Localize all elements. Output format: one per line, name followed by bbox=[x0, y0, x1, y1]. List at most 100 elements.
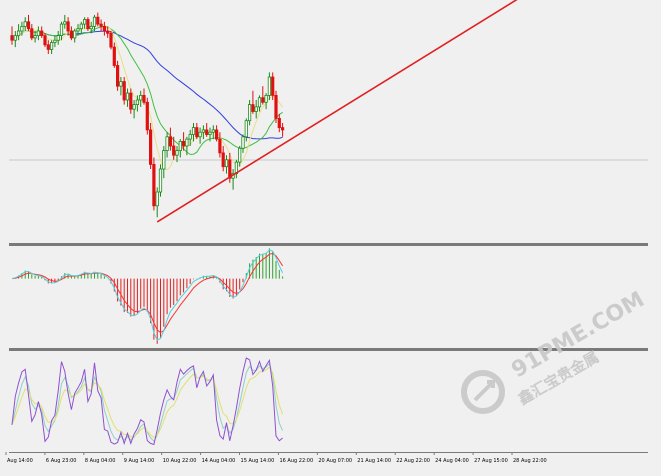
x-axis: Aug 14:00 6 Aug 23:00 8 Aug 04:00 9 Aug 14:… bbox=[5, 452, 547, 464]
candle bbox=[274, 90, 278, 123]
candle bbox=[224, 155, 229, 174]
candle bbox=[205, 123, 209, 137]
candle bbox=[280, 123, 285, 137]
candle bbox=[66, 17, 70, 36]
candle bbox=[155, 187, 159, 218]
candle bbox=[244, 118, 248, 142]
candle bbox=[221, 146, 225, 172]
candle bbox=[162, 146, 166, 179]
x-tick-label: Aug 14:00 bbox=[7, 458, 33, 464]
candle bbox=[172, 136, 176, 160]
candlesticks bbox=[10, 12, 285, 218]
x-tick-label: 10 Aug 22:00 bbox=[163, 458, 197, 464]
candle bbox=[53, 35, 57, 48]
stochastic-d-line bbox=[11, 362, 284, 443]
price-panel bbox=[9, 0, 648, 223]
panel-separator-1[interactable] bbox=[9, 243, 648, 246]
candle bbox=[251, 90, 255, 114]
candle bbox=[122, 77, 126, 105]
candle bbox=[218, 132, 222, 158]
candle bbox=[76, 24, 80, 36]
x-tick-label: 16 Aug 22:00 bbox=[279, 458, 313, 464]
candle bbox=[125, 88, 130, 107]
stochastic-k-line bbox=[11, 357, 283, 446]
candle bbox=[59, 21, 64, 41]
x-tick-label: 6 Aug 23:00 bbox=[46, 458, 77, 464]
x-tick-label: 28 Aug 22:00 bbox=[513, 458, 547, 464]
candle bbox=[185, 136, 189, 156]
candle bbox=[254, 100, 258, 119]
x-tick-label: 24 Aug 04:00 bbox=[435, 458, 469, 464]
candle bbox=[277, 113, 281, 133]
candle bbox=[208, 127, 212, 142]
candle bbox=[267, 72, 272, 100]
candle bbox=[102, 21, 106, 36]
candle bbox=[16, 24, 21, 41]
candle bbox=[211, 125, 215, 140]
candle bbox=[175, 146, 179, 163]
stochastic-panel bbox=[11, 357, 284, 446]
candle bbox=[271, 72, 275, 100]
x-tick-label: 15 Aug 14:00 bbox=[241, 458, 275, 464]
support-trend-line[interactable] bbox=[156, 0, 648, 223]
candle bbox=[56, 31, 60, 45]
candle bbox=[178, 139, 182, 158]
candle bbox=[116, 60, 120, 91]
candle bbox=[112, 42, 116, 68]
candle bbox=[43, 33, 47, 48]
candle bbox=[132, 100, 136, 119]
candle bbox=[73, 28, 77, 43]
candle bbox=[86, 17, 90, 31]
x-tick-label: 20 Aug 07:00 bbox=[318, 458, 352, 464]
candle bbox=[188, 129, 192, 146]
candle bbox=[40, 26, 44, 38]
candle bbox=[10, 26, 14, 45]
x-tick-label: 21 Aug 14:00 bbox=[357, 458, 391, 464]
watermark-logo bbox=[461, 370, 505, 414]
macd-panel bbox=[11, 248, 284, 344]
candle bbox=[152, 157, 156, 211]
candle bbox=[247, 100, 252, 126]
candle bbox=[129, 88, 133, 114]
x-tick-label: 14 Aug 04:00 bbox=[202, 458, 236, 464]
candle bbox=[198, 127, 202, 144]
candle bbox=[214, 125, 219, 142]
bottom-axis-line bbox=[9, 452, 648, 453]
candle bbox=[135, 95, 139, 112]
candle bbox=[83, 17, 87, 29]
candle bbox=[257, 95, 262, 112]
x-tick-label: 8 Aug 04:00 bbox=[85, 458, 116, 464]
candle bbox=[46, 40, 50, 54]
candle bbox=[181, 132, 186, 151]
candle bbox=[119, 77, 123, 96]
x-tick-label: 9 Aug 14:00 bbox=[124, 458, 155, 464]
panel-separator-2[interactable] bbox=[9, 348, 648, 351]
candle bbox=[261, 86, 265, 105]
candle bbox=[142, 88, 146, 105]
candle bbox=[23, 17, 27, 31]
candle bbox=[33, 31, 37, 43]
candle bbox=[139, 90, 143, 107]
candle bbox=[264, 93, 268, 110]
candle bbox=[148, 123, 153, 169]
candle bbox=[92, 14, 97, 31]
x-tick-label: 27 Aug 15:00 bbox=[474, 458, 508, 464]
candle bbox=[241, 134, 245, 153]
candle bbox=[13, 31, 17, 48]
candle bbox=[36, 26, 41, 41]
candle bbox=[96, 12, 100, 27]
candle bbox=[109, 31, 113, 50]
stochastic-slow-line bbox=[11, 366, 284, 439]
candle bbox=[238, 146, 242, 167]
candle bbox=[79, 21, 83, 34]
macd-main-line bbox=[11, 249, 284, 341]
candle bbox=[165, 132, 169, 158]
candle bbox=[145, 97, 149, 135]
candle bbox=[195, 123, 199, 140]
candle bbox=[26, 14, 31, 31]
candle bbox=[89, 21, 93, 34]
candle bbox=[30, 24, 34, 41]
candle bbox=[69, 26, 73, 41]
